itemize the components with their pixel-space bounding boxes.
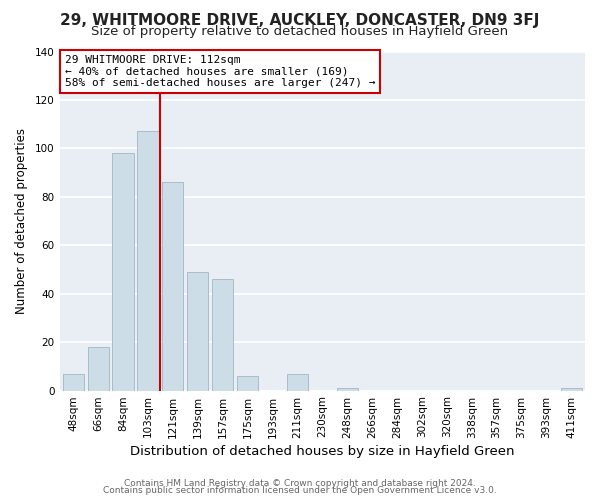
Text: 29, WHITMOORE DRIVE, AUCKLEY, DONCASTER, DN9 3FJ: 29, WHITMOORE DRIVE, AUCKLEY, DONCASTER,… (61, 12, 539, 28)
Bar (162, 182, 184, 390)
Bar (88, 347, 109, 391)
Text: Contains public sector information licensed under the Open Government Licence v3: Contains public sector information licen… (103, 486, 497, 495)
Text: Contains HM Land Registry data © Crown copyright and database right 2024.: Contains HM Land Registry data © Crown c… (124, 478, 476, 488)
Bar (337, 388, 358, 390)
Y-axis label: Number of detached properties: Number of detached properties (15, 128, 28, 314)
Bar (287, 374, 308, 390)
Bar (112, 153, 134, 390)
Bar (62, 374, 84, 390)
Bar (237, 376, 258, 390)
Text: Size of property relative to detached houses in Hayfield Green: Size of property relative to detached ho… (91, 25, 509, 38)
Bar (561, 388, 582, 390)
Bar (137, 132, 158, 390)
X-axis label: Distribution of detached houses by size in Hayfield Green: Distribution of detached houses by size … (130, 444, 515, 458)
Text: 29 WHITMOORE DRIVE: 112sqm
← 40% of detached houses are smaller (169)
58% of sem: 29 WHITMOORE DRIVE: 112sqm ← 40% of deta… (65, 55, 376, 88)
Bar (212, 279, 233, 390)
Bar (187, 272, 208, 390)
